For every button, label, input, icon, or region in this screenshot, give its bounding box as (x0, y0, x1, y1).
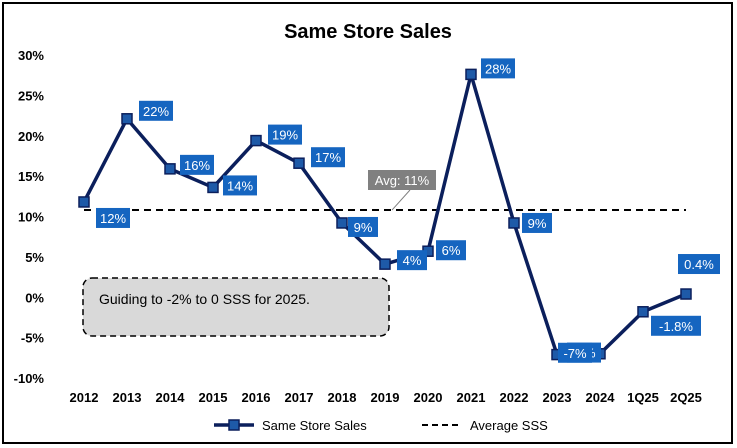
data-label: 12% (100, 211, 126, 226)
sss-marker (164, 163, 176, 175)
y-tick-label: 30% (18, 48, 44, 63)
legend: Same Store Sales Average SSS (214, 418, 548, 433)
data-label-box (651, 315, 701, 336)
data-label: -1.8% (659, 319, 693, 334)
sss-marker (121, 113, 133, 125)
y-tick-label: -10% (14, 371, 45, 386)
average-label-box (368, 170, 436, 190)
average-line-group: Avg: 11% (84, 170, 686, 212)
y-tick-label: 15% (18, 169, 44, 184)
data-label: 4% (403, 253, 422, 268)
data-label-box (223, 175, 257, 196)
data-label-box (311, 147, 345, 168)
data-label: 16% (184, 158, 210, 173)
sss-marker (379, 258, 391, 270)
data-label-box (558, 342, 592, 363)
x-tick-label: 2017 (285, 390, 314, 405)
guidance-note: Guiding to -2% to 0 SSS for 2025. (82, 277, 390, 337)
data-label: 0.4% (684, 257, 714, 272)
y-tick-label: 5% (25, 250, 44, 265)
legend-sss-marker (228, 419, 240, 431)
x-tick-label: 2013 (113, 390, 142, 405)
sss-marker (508, 217, 520, 229)
data-label-box (139, 100, 173, 121)
x-tick-label: 2015 (199, 390, 228, 405)
data-label-box (180, 154, 214, 175)
sss-marker (465, 68, 477, 81)
x-tick-label: 2019 (371, 390, 400, 405)
sss-marker (680, 288, 692, 300)
data-label-box (522, 212, 552, 233)
data-label: 22% (143, 104, 169, 119)
sss-marker (250, 134, 262, 147)
legend-sss-label: Same Store Sales (262, 418, 367, 433)
x-tick-label: 2023 (543, 390, 572, 405)
sss-marker (637, 306, 649, 318)
data-label: -7% (563, 346, 587, 361)
x-tick-label: 2Q25 (670, 390, 702, 405)
data-label-box (481, 58, 515, 79)
x-axis: 2012 2013 2014 2015 2016 2017 2018 2019 2020 2021… (70, 390, 702, 405)
y-tick-label: 10% (18, 210, 44, 225)
x-tick-label: 2020 (414, 390, 443, 405)
y-axis: -10% -5% 0% 5% 10% 15% 20% 25% 30% (14, 48, 45, 386)
x-tick-label: 2024 (586, 390, 616, 405)
data-label: 14% (227, 178, 253, 193)
chart-frame (2, 2, 733, 444)
x-tick-label: 2014 (156, 390, 186, 405)
y-tick-label: 25% (18, 88, 44, 103)
y-tick-label: 20% (18, 129, 44, 144)
guidance-text: Guiding to -2% to 0 SSS for 2025. (99, 291, 310, 307)
sss-marker (336, 217, 348, 229)
y-tick-label: -5% (21, 331, 45, 346)
data-label-box (397, 250, 427, 271)
data-label-box (268, 124, 302, 145)
data-label: 28% (485, 61, 511, 76)
chart-title: Same Store Sales (284, 21, 452, 43)
sss-marker (78, 196, 90, 208)
sss-marker (293, 157, 305, 169)
x-tick-label: 2012 (70, 390, 99, 405)
average-label: Avg: 11% (375, 173, 430, 188)
data-label: 17% (315, 150, 341, 165)
x-tick-label: 1Q25 (627, 390, 659, 405)
x-tick-label: 2021 (457, 390, 486, 405)
data-label: 6% (442, 243, 461, 258)
x-tick-label: 2018 (328, 390, 357, 405)
average-label-leader (391, 189, 411, 211)
data-label-box (436, 240, 466, 261)
data-label-box (678, 254, 720, 275)
x-tick-label: 2022 (500, 390, 529, 405)
sss-marker (207, 181, 219, 194)
data-label-box (348, 216, 378, 237)
guidance-box (82, 277, 390, 337)
x-tick-label: 2016 (242, 390, 271, 405)
legend-avg-label: Average SSS (470, 418, 548, 433)
data-labels: 12%22%16%14%19%17%9%4%6%28%9%-7%-7%-1.8%… (96, 58, 720, 363)
y-tick-label: 0% (25, 290, 44, 305)
data-label-box (96, 207, 130, 228)
data-label: 19% (272, 128, 298, 143)
data-label: 9% (528, 216, 547, 231)
data-label: 9% (354, 220, 373, 235)
